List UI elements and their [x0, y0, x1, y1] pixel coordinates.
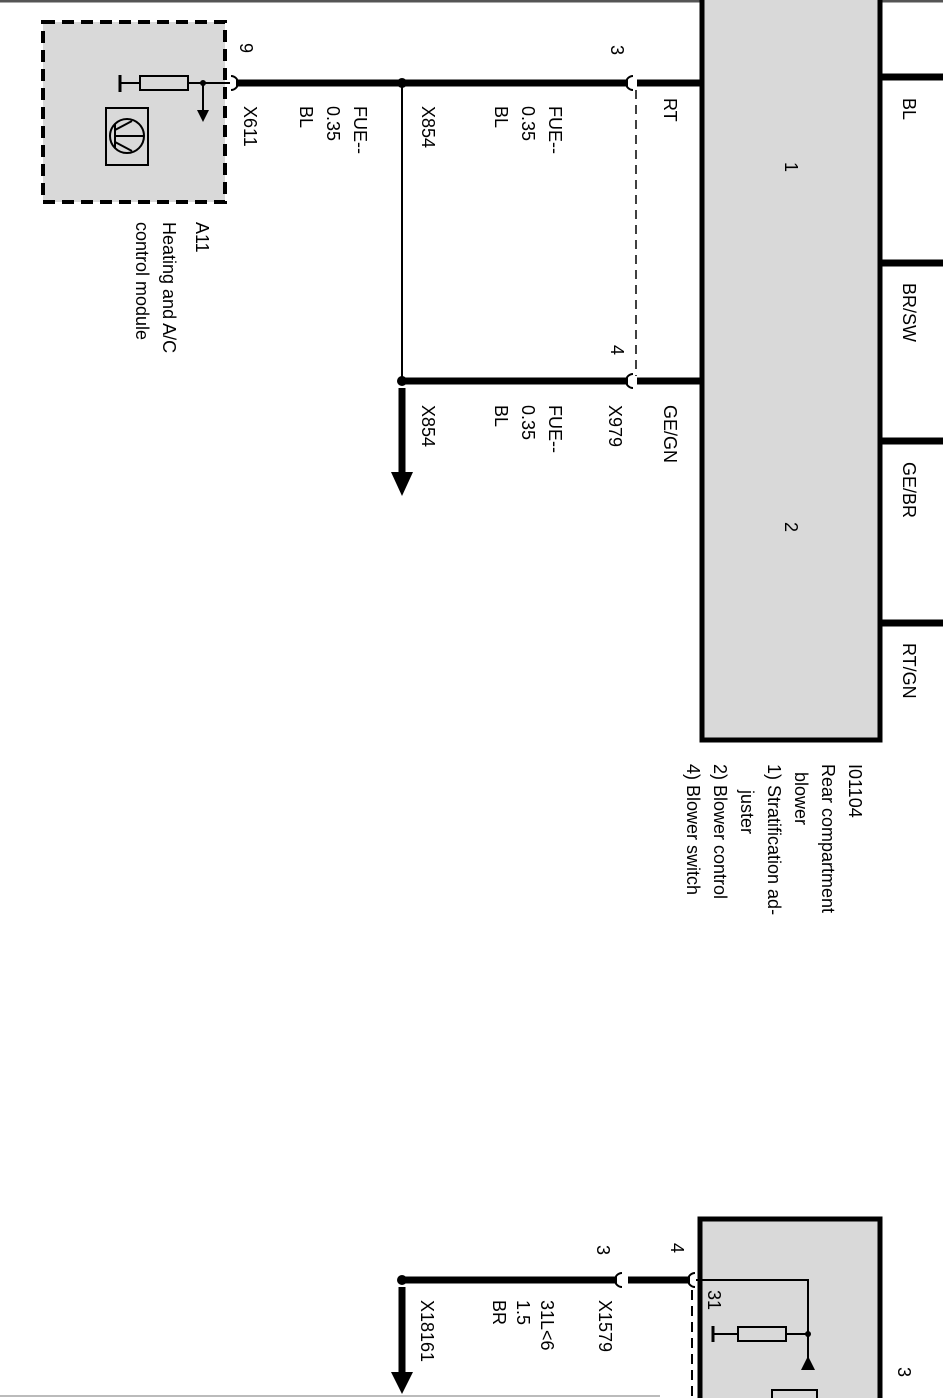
blower-section-1: 1: [781, 162, 801, 172]
blower-line-5: 2) Blower control: [710, 764, 730, 899]
right-wire-2-color: BR/SW: [899, 283, 919, 342]
blower-box: [699, 0, 883, 743]
splice-top-wire-type: FUE--: [545, 106, 565, 154]
ground-arrow-icon: [801, 1356, 815, 1370]
ground-right-pin: 3: [894, 1367, 914, 1377]
ground-wire-size: 1.5: [513, 1300, 533, 1325]
a11-box: [41, 20, 227, 204]
ground-wire-color: BR: [489, 1300, 509, 1325]
blower-pin3: 3: [607, 45, 627, 55]
transistor-icon: [105, 107, 149, 166]
blower-line-3: 1) Stratification ad-: [764, 764, 784, 915]
splice-bottom-wire-color: BL: [491, 405, 511, 427]
ground-splice: X18161: [417, 1300, 437, 1362]
blower-pin4-color: GE/GN: [660, 405, 680, 463]
splice-dot-bottom: [397, 376, 407, 386]
splice-top-wire-color: BL: [491, 106, 511, 128]
blower-connector: X979: [605, 405, 625, 447]
ground-resistor-icon: [711, 1326, 811, 1342]
blower-line-4: juster: [737, 789, 757, 834]
a11-wire-color: BL: [296, 106, 316, 128]
blower-component: 1 2 BL BR/SW GE/BR RT/GN I01104 Rear com…: [683, 0, 943, 915]
right-wire-1-color: BL: [899, 98, 919, 120]
blower-pin4: 4: [607, 345, 627, 355]
ground-connector: X1579: [595, 1300, 615, 1352]
blower-line-1: Rear compartment: [818, 764, 838, 913]
ground-connector-inner: [687, 1272, 696, 1288]
resistor-icon: [118, 75, 230, 122]
blower-id: I01104: [845, 764, 865, 818]
ground-wire-type: 31L<6: [537, 1300, 557, 1351]
ground-pin-inner: 4: [667, 1243, 687, 1253]
ground-splice-dot: [397, 1275, 407, 1285]
ground-section: 3 4 X1579 31L<6 1.5 BR X18161 31 3: [391, 1216, 914, 1398]
ground-pin-outer: 3: [593, 1245, 613, 1255]
blower-section-2: 2: [781, 522, 801, 532]
blower-pin3-color: RT: [660, 98, 680, 122]
ground-connector-outer: [614, 1272, 623, 1288]
a11-connector: X611: [240, 106, 260, 147]
splice-top-wire-size: 0.35: [518, 106, 538, 141]
connector-pin3: [625, 75, 634, 91]
a11-name-line1: Heating and A/C: [159, 222, 179, 353]
a11-wire-type: FUE--: [350, 106, 370, 154]
connector-pin4: [625, 373, 634, 389]
a11-module: 9 X611 A11 Heating and A/C control modul…: [41, 20, 370, 353]
splice-top-connector: X854: [418, 106, 438, 148]
right-wire-4-color: RT/GN: [899, 643, 919, 699]
a11-wire-size: 0.35: [323, 106, 343, 141]
wires: [230, 75, 702, 496]
a11-pin: 9: [236, 43, 256, 53]
right-wire-3-color: GE/BR: [899, 462, 919, 518]
ground-terminal: 31: [704, 1290, 724, 1310]
a11-id: A11: [192, 222, 212, 253]
splice-bottom-connector: X854: [418, 405, 438, 447]
a11-name-line2: control module: [132, 222, 152, 340]
ground-component-box: [697, 1216, 883, 1398]
blower-line-6: 4) Blower switch: [683, 764, 703, 895]
splice-bottom-wire-size: 0.35: [518, 405, 538, 440]
blower-line-2: blower: [791, 772, 811, 825]
splice-bottom-wire-type: FUE--: [545, 405, 565, 453]
